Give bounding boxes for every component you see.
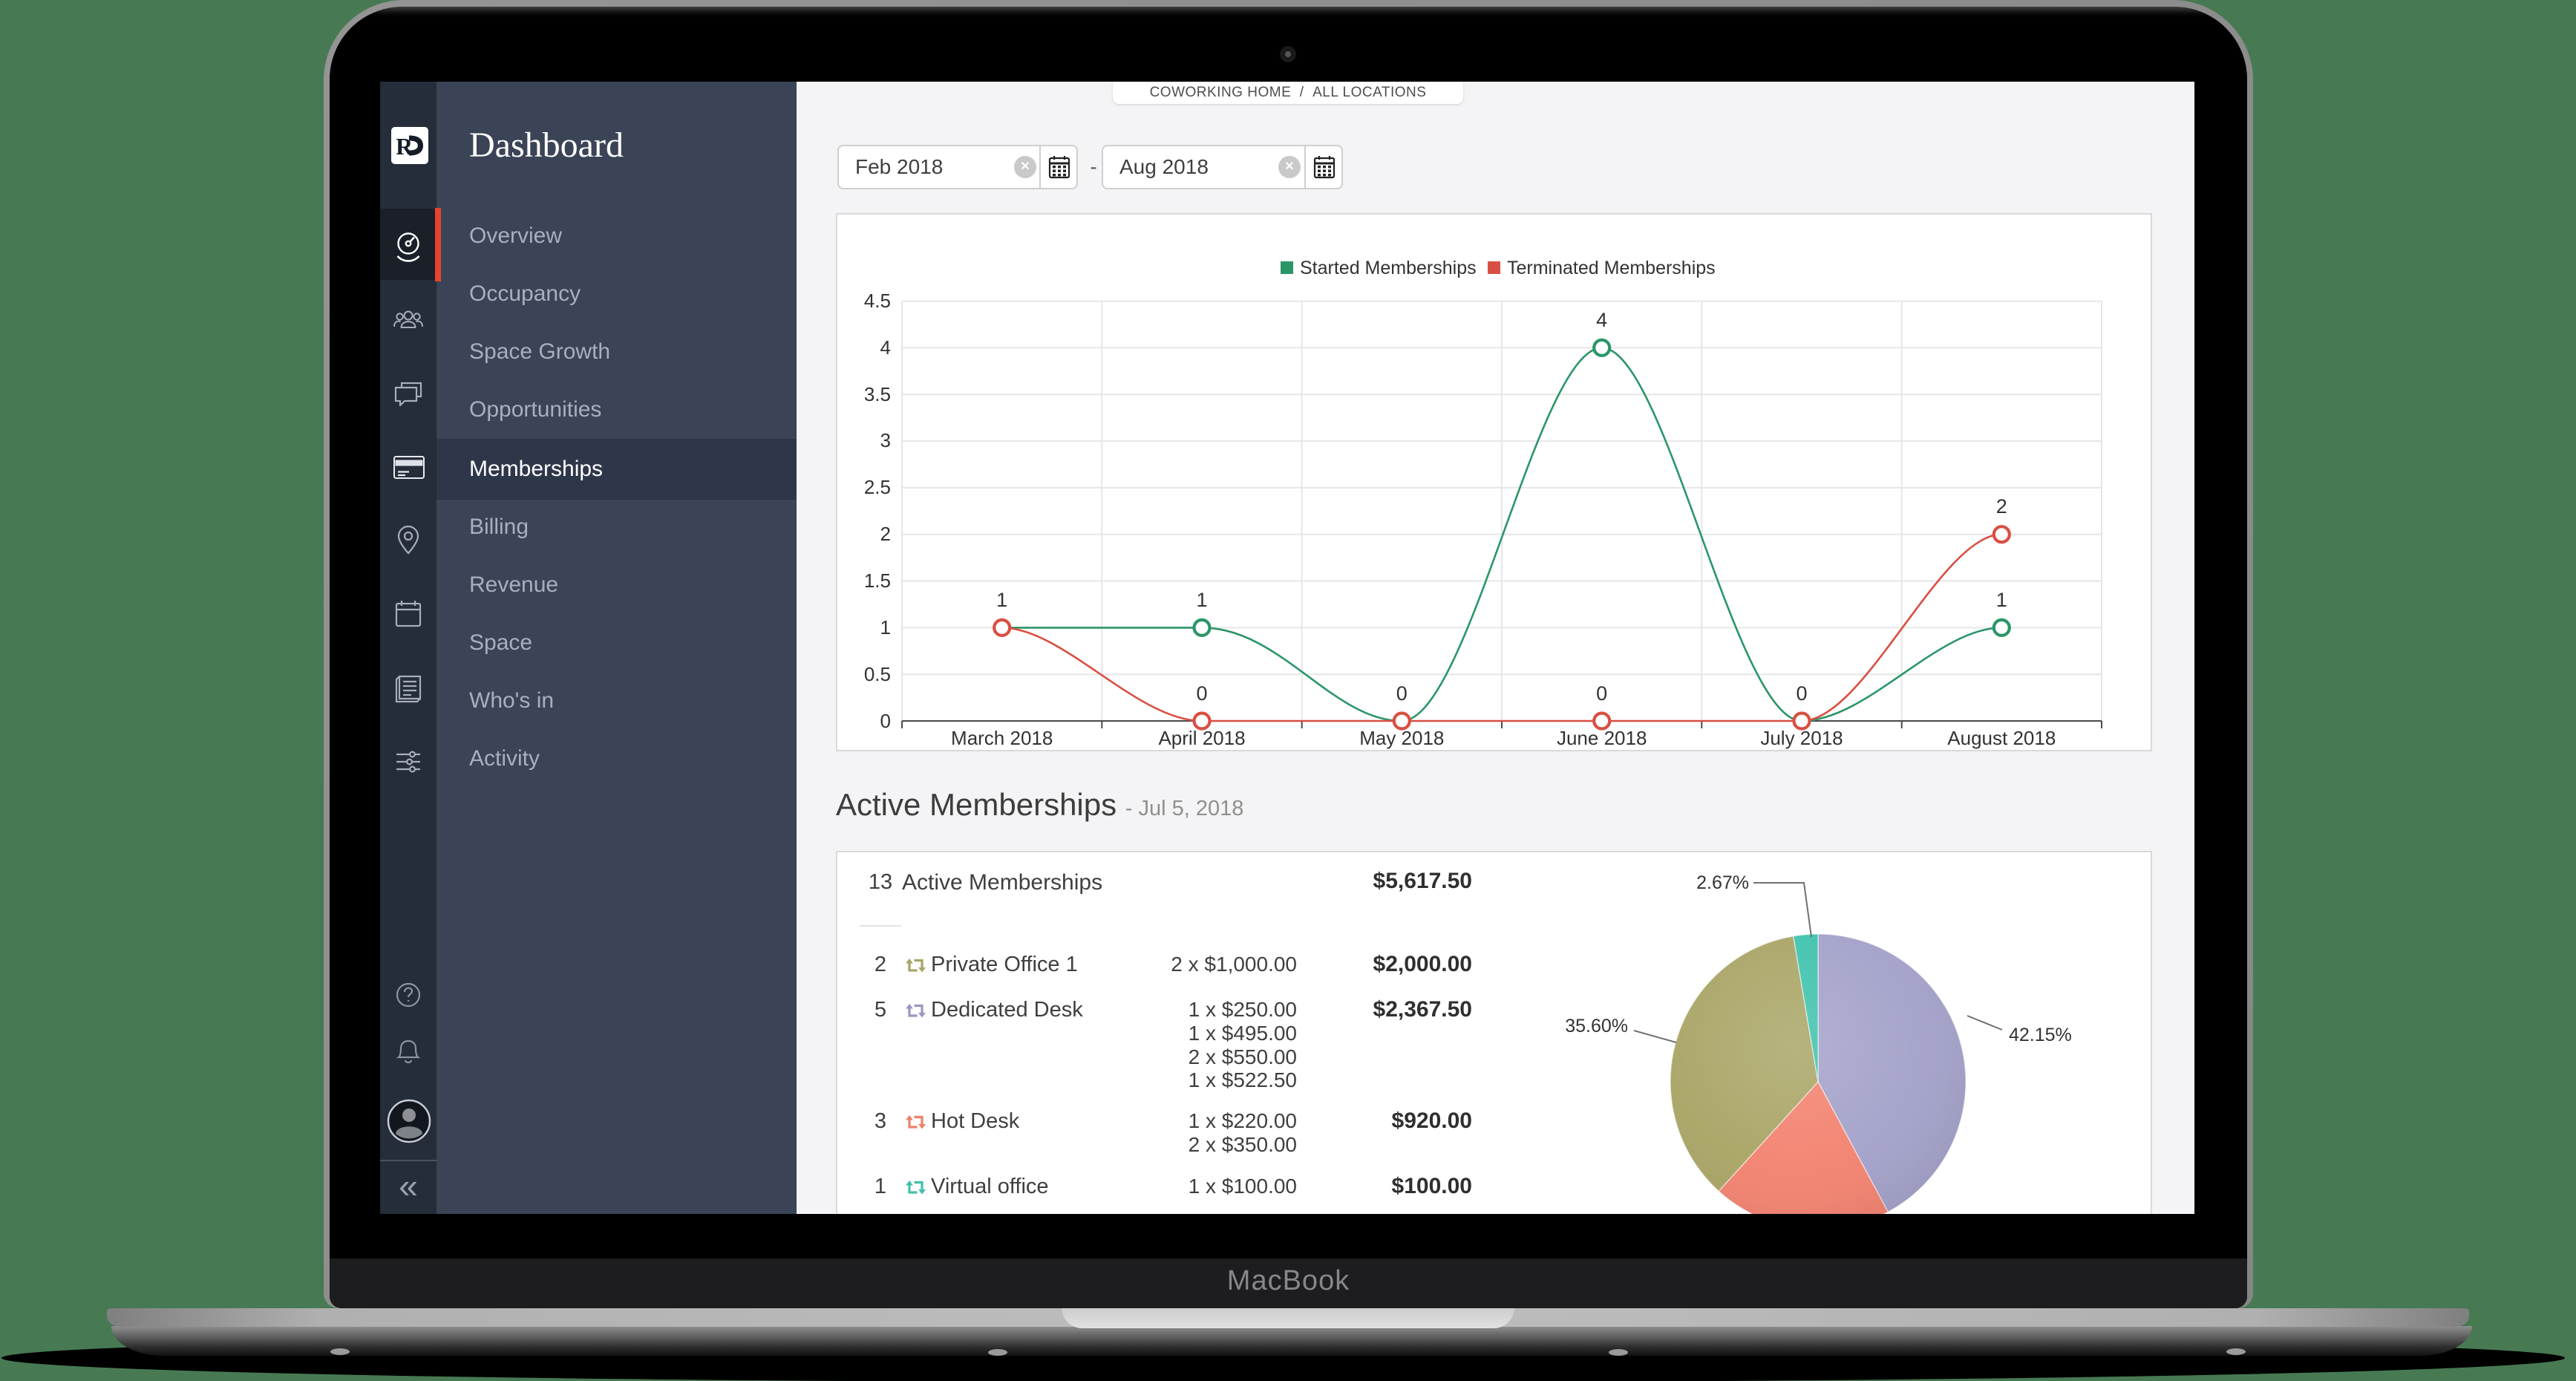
svg-text:4: 4 (1596, 309, 1607, 331)
svg-text:1: 1 (996, 589, 1007, 611)
svg-text:4.5: 4.5 (864, 290, 891, 312)
svg-text:August 2018: August 2018 (1947, 727, 2056, 749)
svg-text:May 2018: May 2018 (1359, 727, 1444, 749)
svg-text:1: 1 (1996, 589, 2007, 611)
svg-text:3: 3 (880, 429, 891, 451)
svg-text:42.15%: 42.15% (2009, 1025, 2072, 1045)
svg-text:3.5: 3.5 (864, 383, 891, 405)
svg-text:June 2018: June 2018 (1557, 727, 1647, 749)
svg-text:4: 4 (880, 336, 891, 359)
svg-text:35.60%: 35.60% (1565, 1016, 1628, 1036)
svg-text:0: 0 (1196, 682, 1207, 705)
svg-text:Terminated Memberships: Terminated Memberships (1507, 258, 1716, 278)
svg-text:1: 1 (880, 616, 891, 639)
svg-text:2.5: 2.5 (864, 476, 891, 498)
svg-text:1.5: 1.5 (864, 569, 891, 592)
svg-text:Started Memberships: Started Memberships (1300, 258, 1477, 278)
svg-text:March 2018: March 2018 (951, 727, 1053, 749)
svg-text:April 2018: April 2018 (1158, 727, 1245, 749)
svg-text:0: 0 (1796, 682, 1807, 705)
svg-text:0.5: 0.5 (864, 663, 891, 685)
svg-text:0: 0 (1596, 682, 1607, 705)
svg-text:0: 0 (1396, 682, 1408, 705)
svg-text:2.67%: 2.67% (1696, 872, 1749, 893)
svg-text:2: 2 (880, 523, 891, 545)
svg-text:0: 0 (880, 710, 891, 732)
svg-text:July 2018: July 2018 (1760, 727, 1843, 749)
svg-text:1: 1 (1196, 589, 1207, 611)
svg-text:2: 2 (1996, 495, 2007, 518)
